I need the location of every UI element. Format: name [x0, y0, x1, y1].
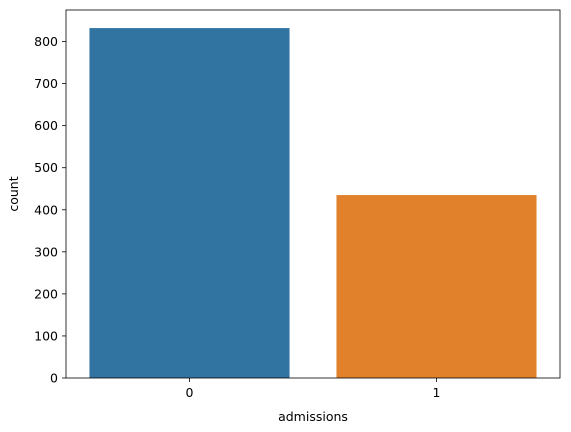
y-tick-label: 700 [34, 76, 58, 91]
y-tick-label: 400 [34, 202, 58, 217]
y-tick-label: 300 [34, 244, 58, 259]
y-tick-label: 200 [34, 286, 58, 301]
bar-0 [89, 28, 290, 379]
bars-group [89, 28, 537, 379]
x-tick-label: 1 [433, 385, 441, 400]
y-axis-ticks: 0 100 200 300 400 500 600 700 800 [34, 34, 66, 386]
bar-1 [336, 195, 537, 378]
plot-frame [65, 9, 561, 379]
x-axis-label: admissions [278, 409, 348, 424]
x-tick-label: 0 [186, 385, 194, 400]
y-tick-label: 0 [50, 371, 58, 386]
y-tick-label: 100 [34, 328, 58, 343]
y-tick-label: 600 [34, 118, 58, 133]
y-axis-label: count [6, 176, 21, 211]
y-tick-label: 500 [34, 160, 58, 175]
y-tick-label: 800 [34, 34, 58, 49]
